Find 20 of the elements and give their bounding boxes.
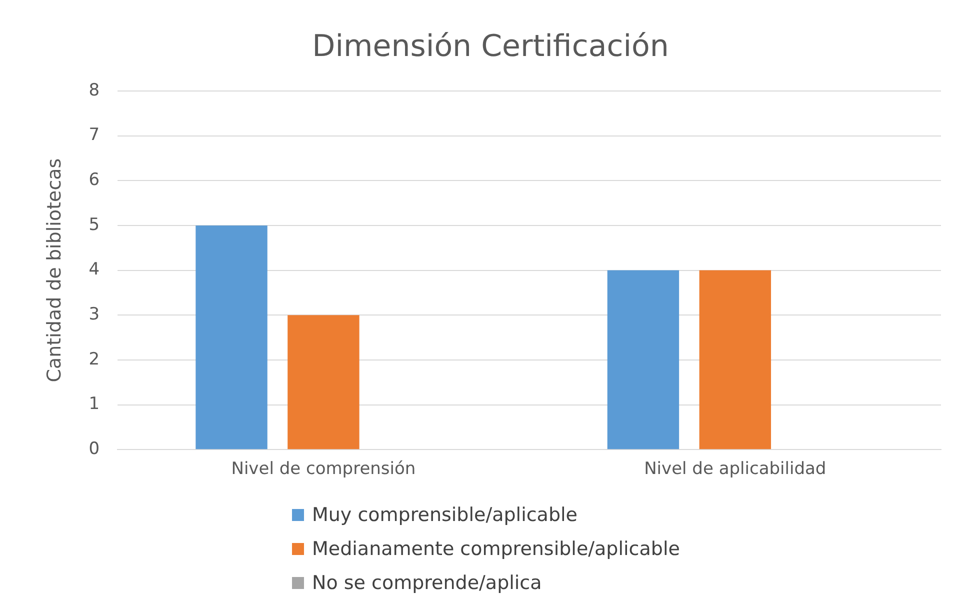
chart-title: Dimensión Certificación: [312, 28, 669, 64]
y-tick-label: 5: [88, 214, 100, 235]
bar: [699, 270, 772, 450]
bar: [288, 315, 360, 450]
y-tick-label: 3: [88, 304, 100, 325]
legend-label: Medianamente comprensible/aplicable: [312, 538, 680, 560]
y-tick-label: 2: [88, 349, 100, 370]
y-tick-label: 7: [88, 125, 100, 146]
y-tick-label: 4: [88, 260, 100, 280]
y-axis-title: Cantidad de bibliotecas: [43, 158, 66, 382]
y-tick-label: 1: [88, 394, 100, 414]
x-tick-label: Nivel de comprensión: [231, 459, 416, 480]
x-tick-label: Nivel de aplicabilidad: [644, 459, 826, 480]
bar: [607, 270, 680, 450]
y-tick-label: 0: [88, 439, 100, 460]
y-tick-label: 6: [88, 170, 100, 190]
legend-label: Muy comprensible/aplicable: [312, 504, 578, 526]
y-tick-label: 8: [88, 80, 100, 100]
bar: [196, 225, 268, 450]
legend-label: No se comprende/aplica: [312, 572, 542, 594]
